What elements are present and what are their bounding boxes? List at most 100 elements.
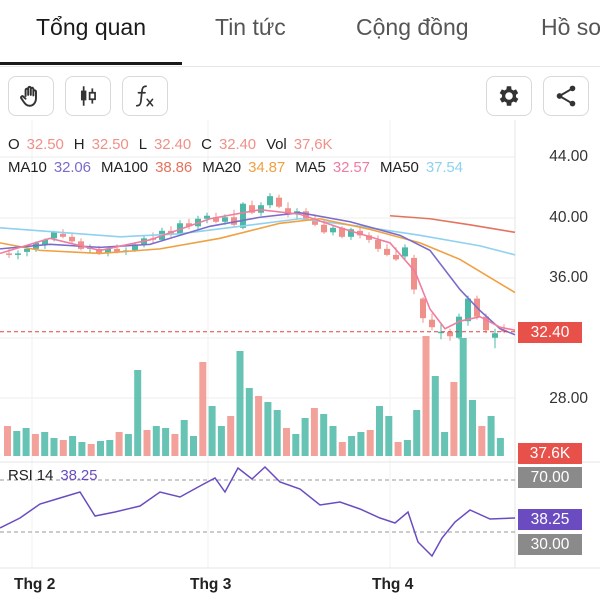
volume-bar — [190, 436, 197, 456]
candle-body — [321, 224, 327, 233]
ohlc-legend: O 32.50 H 32.50 L 32.40 C 32.40 Vol 37,6… — [8, 136, 338, 153]
candle-body — [213, 217, 219, 222]
rsi-value-badge: 38.25 — [518, 509, 582, 530]
candle-body — [312, 218, 318, 225]
chart-type-button[interactable] — [65, 76, 111, 116]
volume-bar — [59, 440, 67, 456]
volume-bar — [97, 441, 104, 456]
tab-news[interactable]: Tin tức — [215, 14, 286, 40]
volume-bar — [292, 434, 300, 456]
volume-badge: 37.6K — [518, 443, 582, 464]
candle-body — [456, 316, 462, 338]
tabs-divider — [0, 66, 600, 67]
x-axis-label: Thg 3 — [190, 576, 232, 593]
volume-bar — [50, 438, 58, 456]
candle-body — [411, 257, 417, 290]
volume-bar — [431, 376, 439, 456]
candle-body — [330, 227, 336, 233]
candle-body — [231, 217, 237, 225]
volume-bar — [283, 428, 290, 456]
volume-bar — [227, 416, 235, 456]
hand-tool-button[interactable] — [8, 76, 54, 116]
volume-value: 37,6K — [293, 136, 333, 153]
volume-bar — [264, 402, 272, 456]
indicator-button[interactable] — [122, 76, 168, 116]
volume-bar — [162, 428, 170, 456]
candle-body — [24, 248, 30, 252]
volume-bar — [171, 434, 179, 456]
candle-body — [204, 215, 210, 219]
candle-body — [51, 232, 57, 239]
ma20-label: MA20 — [202, 159, 242, 176]
volume-label: Vol — [266, 136, 287, 153]
ma20-line — [0, 217, 516, 294]
volume-bar — [459, 338, 467, 456]
candle-body — [6, 253, 12, 255]
candle-body — [429, 319, 435, 328]
volume-bar — [217, 426, 225, 456]
volume-bar — [385, 416, 393, 456]
candle-body — [114, 248, 120, 252]
rsi-label: RSI 14 — [8, 467, 54, 484]
volume-bar — [78, 442, 86, 456]
top-tab-bar: Tổng quan Tin tức Cộng đồng Hồ sơ — [0, 0, 600, 66]
volume-bar — [180, 420, 188, 456]
candle-body — [348, 229, 354, 237]
share-button[interactable] — [543, 76, 589, 116]
volume-bar — [441, 432, 449, 456]
volume-bar — [413, 410, 421, 456]
close-label: C — [201, 136, 212, 153]
volume-bar — [31, 434, 39, 456]
candle-body — [303, 211, 309, 219]
candle-body — [258, 205, 264, 213]
candle-body — [276, 197, 282, 207]
rsi-line — [0, 465, 516, 558]
volume-bar — [338, 442, 346, 456]
volume-bar — [301, 418, 309, 456]
candle-body — [42, 239, 48, 245]
tab-overview[interactable]: Tổng quan — [36, 14, 146, 40]
candle-body — [339, 227, 345, 237]
high-label: H — [73, 136, 85, 153]
rsi-upper-badge: 70.00 — [518, 467, 582, 488]
volume-bar — [366, 430, 374, 456]
price-axis-label: 36.00 — [549, 269, 588, 286]
settings-button[interactable] — [486, 76, 532, 116]
share-icon — [556, 85, 576, 107]
volume-bar — [22, 428, 30, 456]
candle-body — [15, 253, 21, 255]
ma100-value: 38.86 — [155, 159, 193, 176]
volume-bar — [329, 426, 337, 456]
candle-body — [105, 248, 111, 254]
ma10-line — [0, 211, 516, 336]
volume-bar — [487, 416, 495, 456]
candlestick-icon — [80, 86, 96, 106]
volume-bar — [450, 382, 458, 456]
ma5-value: 32.57 — [332, 159, 370, 176]
candle-body — [483, 316, 489, 331]
active-tab-indicator — [0, 62, 182, 65]
open-label: O — [8, 136, 20, 153]
candle-body — [465, 298, 471, 322]
volume-bar — [152, 426, 160, 456]
candle-body — [186, 223, 192, 227]
candle-body — [240, 203, 246, 228]
ma20-value: 34.87 — [248, 159, 286, 176]
candle-body — [249, 205, 255, 213]
volume-bar — [394, 442, 402, 456]
candle-body — [447, 331, 453, 337]
candle-body — [96, 248, 102, 254]
candle-body — [375, 239, 381, 249]
candle-body — [384, 248, 390, 255]
volume-bar — [273, 410, 281, 456]
candle-body — [60, 233, 66, 237]
rsi-lower-badge: 30.00 — [518, 534, 582, 555]
price-axis-label: 44.00 — [549, 148, 588, 165]
tab-profile[interactable]: Hồ sơ — [541, 14, 600, 40]
volume-bar — [143, 430, 151, 456]
candle-body — [420, 298, 426, 319]
x-axis-label: Thg 2 — [14, 576, 56, 593]
rsi-legend: RSI 14 38.25 — [8, 467, 103, 484]
tab-community[interactable]: Cộng đồng — [356, 14, 469, 40]
